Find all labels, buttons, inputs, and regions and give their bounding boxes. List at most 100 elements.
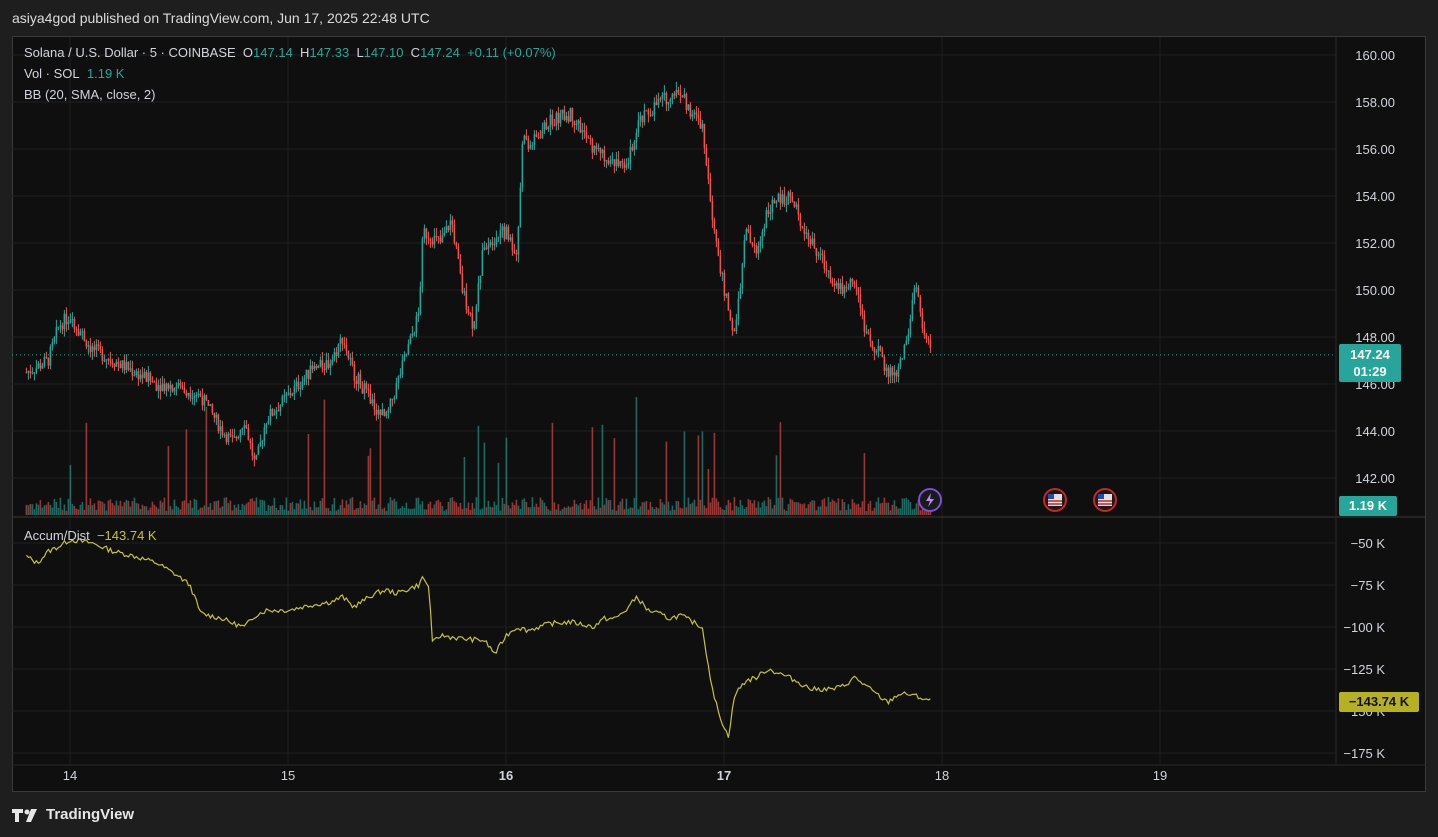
volume-bar [263,500,266,515]
volume-bar [59,497,62,515]
candle-body [281,395,284,406]
candle-body [795,204,798,207]
candle-body [539,137,542,139]
volume-bar [281,505,284,515]
volume-bar [327,508,330,515]
volume-bar [131,501,134,515]
footer-brand: TradingView [46,806,135,823]
candle-body [431,241,434,245]
candle-body [361,388,364,394]
volume-bar [637,509,640,515]
candle-body [863,314,866,332]
candle-body [675,89,678,96]
candle-body [193,395,196,398]
volume-bar [419,504,422,515]
volume-bar [605,498,608,515]
candle-body [335,352,338,356]
volume-bar [95,509,98,515]
candle-body [273,413,276,416]
volume-bar [693,499,696,515]
volume-bar [55,502,58,515]
volume-bar [123,502,126,515]
candle-body [493,244,496,246]
candle-body [585,131,588,138]
candle-body [89,345,92,352]
candle-body [113,364,116,367]
candle-body [255,454,258,460]
candle-body [297,381,300,390]
candle-body [581,130,584,133]
volume-bar [685,507,688,515]
volume-bar [97,500,100,515]
volume-bar [783,509,786,515]
candle-body [421,239,424,287]
candle-body [243,425,246,429]
candle-body [223,434,226,436]
candle-body [279,405,282,412]
candle-body [691,113,694,117]
candle-body [825,268,828,271]
chart-frame[interactable] [12,36,1426,792]
candle-body [339,338,342,345]
candle-body [303,378,306,382]
volume-bar [391,500,394,515]
volume-bar [101,501,104,515]
volume-bar [31,504,34,515]
volume-bar [823,498,826,515]
volume-bar [319,500,322,515]
volume-bar [65,510,68,515]
volume-bar [299,499,302,515]
volume-bar [909,501,912,515]
volume-bar [523,498,526,515]
candle-body [359,373,362,389]
volume-bar [681,508,684,515]
candle-body [641,115,644,123]
candle-body [571,108,574,122]
candle-body [519,187,522,228]
candle-body [53,337,56,343]
volume-bar [63,504,66,515]
volume-bar [201,507,204,515]
volume-bar [601,424,604,515]
candle-body [271,409,274,416]
candle-body [899,358,902,367]
candle-body [791,196,794,202]
candle-body [49,346,52,366]
candle-body [521,143,524,188]
volume-bar [237,504,240,515]
volume-bar [615,510,618,515]
candle-body [385,412,388,417]
candle-body [449,220,452,231]
volume-bar [33,509,36,515]
volume-bar [121,506,124,515]
candle-body [699,118,702,129]
candle-body [629,147,632,164]
candle-body [121,360,124,369]
volume-bar [113,505,116,515]
candle-body [191,397,194,399]
candle-body [427,237,430,239]
candle-body [159,385,162,392]
volume-bar [449,498,452,515]
volume-bar [831,499,834,515]
candle-body [133,374,136,376]
volume-bar [905,497,908,515]
candle-body [481,249,484,276]
x-tick-label: 18 [935,768,949,783]
volume-bar [143,506,146,515]
candle-body [851,279,854,282]
volume-bar [659,498,662,515]
volume-bar [225,497,228,515]
volume-bar [91,505,94,515]
candle-body [175,386,178,389]
ad-legend: Accum/Dist −143.74 K [24,528,157,543]
candle-body [831,279,834,284]
candle-body [907,334,910,341]
volume-bar [401,505,404,515]
volume-bar [211,509,214,515]
candle-body [295,381,298,386]
volume-bar [555,509,558,515]
candle-body [351,358,354,365]
volume-bar [487,500,490,515]
